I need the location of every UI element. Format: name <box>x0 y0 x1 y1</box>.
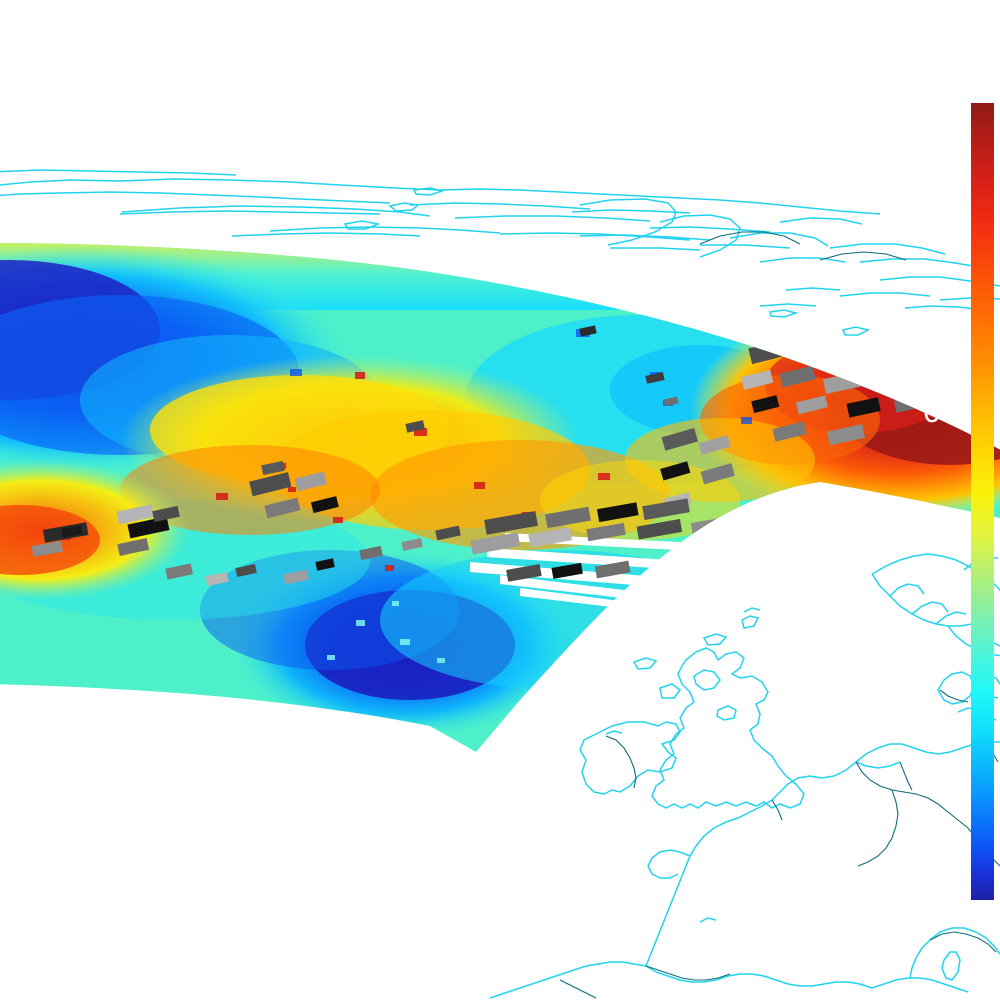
colorbar[interactable] <box>971 103 994 900</box>
data-swath <box>0 243 1000 752</box>
colorbar-gradient <box>971 103 994 900</box>
latitude-contour-label: 60 <box>923 394 958 429</box>
coastline-layer <box>0 169 1000 999</box>
country-border-layer <box>559 231 1000 999</box>
